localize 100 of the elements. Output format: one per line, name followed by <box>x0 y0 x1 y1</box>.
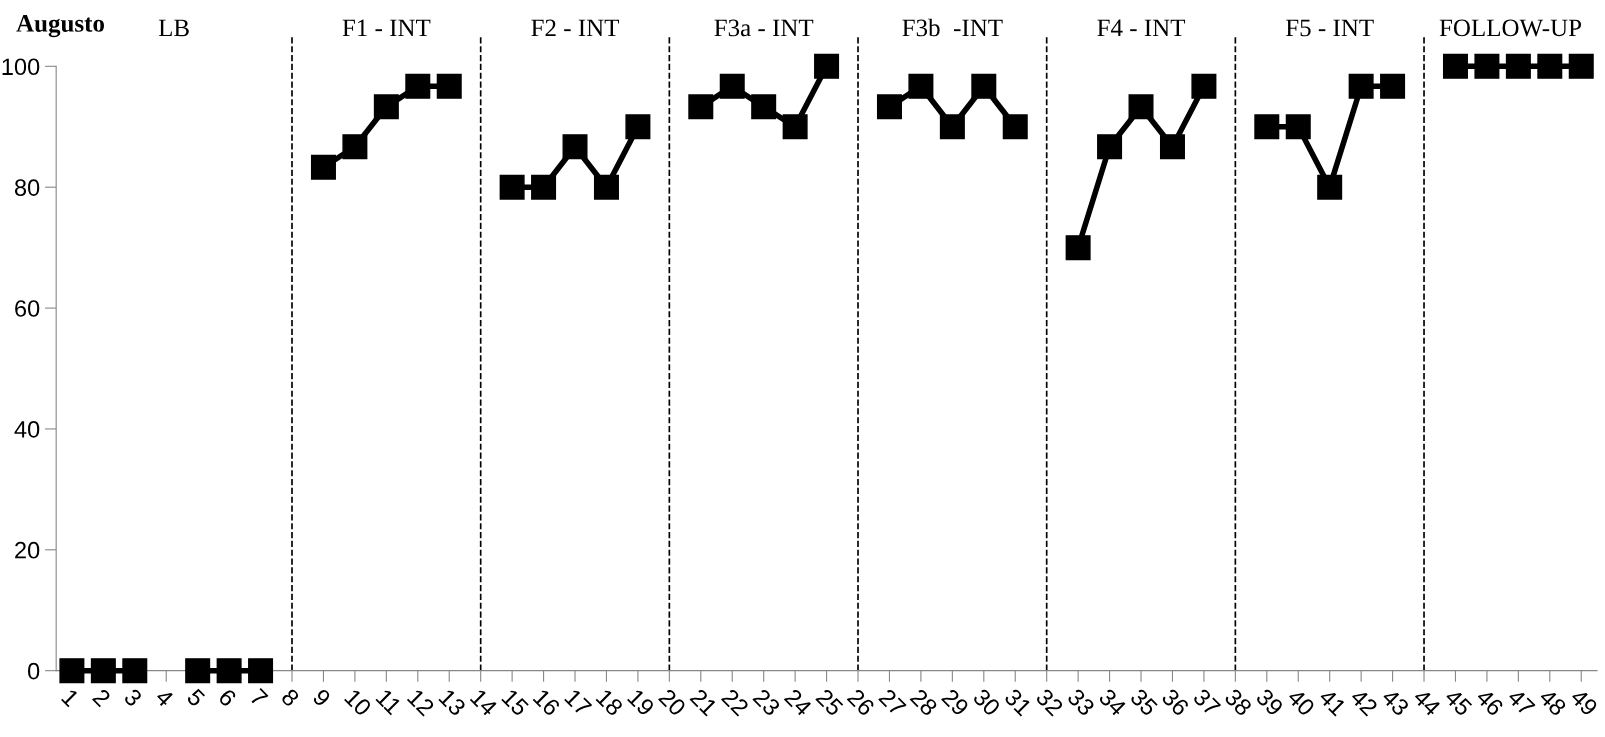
point <box>342 134 368 160</box>
point <box>59 658 85 684</box>
x-tick-label: 23 <box>752 687 782 717</box>
point <box>1348 73 1374 99</box>
point <box>1159 134 1185 160</box>
x-tick-label: 43 <box>1380 687 1410 717</box>
point <box>1474 53 1500 79</box>
point <box>1097 134 1123 160</box>
x-tick-label: 1 <box>61 688 80 708</box>
x-tick-label: 42 <box>1349 687 1379 717</box>
x-tick-label: 15 <box>501 688 530 717</box>
point <box>1002 114 1028 140</box>
point <box>688 94 714 120</box>
x-tick-label: 27 <box>878 687 907 717</box>
x-tick-label: 12 <box>406 688 436 717</box>
x-tick-label: 36 <box>1160 687 1190 717</box>
x-tick-label: 30 <box>972 687 1002 717</box>
x-tick-label: 20 <box>657 687 687 717</box>
point <box>625 114 651 140</box>
point <box>1380 73 1406 99</box>
text: F4 - INT <box>1097 19 1186 37</box>
text: LB <box>158 19 189 37</box>
x-tick-label: 7 <box>249 688 269 708</box>
x-tick-label: 31 <box>1003 687 1033 717</box>
x-tick-label: 2 <box>92 687 112 708</box>
point <box>814 53 840 79</box>
point <box>971 73 997 99</box>
text: F2 - INT <box>531 19 620 37</box>
point <box>1285 114 1311 140</box>
point <box>1537 53 1563 79</box>
point <box>719 73 745 99</box>
point <box>90 658 116 684</box>
x-tick-label: 40 <box>1286 687 1316 717</box>
point <box>1442 53 1468 79</box>
x-tick-label: 8 <box>280 687 301 708</box>
point <box>562 134 588 160</box>
y-tick-label: 60 <box>15 300 40 317</box>
x-tick-label: 44 <box>1412 687 1442 717</box>
point <box>1128 94 1154 120</box>
x-tick-label: 21 <box>689 687 719 717</box>
x-tick-label: 19 <box>626 688 656 717</box>
x-tick-label: 45 <box>1443 687 1473 717</box>
text: F3a - INT <box>714 19 814 37</box>
x-tick-label: 26 <box>846 687 876 717</box>
point <box>751 94 777 120</box>
point <box>876 94 902 120</box>
x-tick-label: 13 <box>438 688 467 717</box>
chart-title: Augusto <box>16 15 105 38</box>
x-tick-label: 46 <box>1475 687 1505 717</box>
text: FOLLOW-UP <box>1439 19 1582 37</box>
x-tick-label: 48 <box>1537 687 1568 717</box>
x-tick-label: 34 <box>1097 687 1128 717</box>
y-tick-label: 100 <box>2 58 40 76</box>
x-tick-label: 33 <box>1066 687 1096 717</box>
point <box>1568 53 1594 79</box>
x-tick-label: 4 <box>154 687 175 708</box>
point <box>436 73 462 99</box>
point <box>1254 114 1280 140</box>
point <box>216 658 242 684</box>
x-tick-label: 9 <box>311 687 332 708</box>
point <box>1191 73 1217 99</box>
x-tick-label: 37 <box>1192 687 1222 717</box>
x-tick-label: 5 <box>186 687 206 708</box>
point <box>185 658 211 684</box>
x-tick-label: 28 <box>909 687 939 717</box>
x-tick-label: 3 <box>123 687 143 708</box>
point <box>1317 174 1343 200</box>
y-tick-label: 0 <box>28 662 40 680</box>
x-tick-label: 29 <box>940 687 970 717</box>
x-tick-label: 47 <box>1506 687 1536 717</box>
x-tick-label: 14 <box>469 688 499 717</box>
x-tick-label: 24 <box>783 687 813 717</box>
y-tick-label: 40 <box>14 421 40 438</box>
point <box>499 174 525 200</box>
point <box>122 658 148 684</box>
x-tick-label: 16 <box>532 688 561 717</box>
text: F5 - INT <box>1285 19 1374 37</box>
point <box>908 73 934 99</box>
text: F3b -INT <box>902 18 1003 37</box>
point <box>1505 53 1531 79</box>
x-tick-label: 32 <box>1035 687 1064 717</box>
x-tick-label: 25 <box>815 687 844 717</box>
x-tick-label: 49 <box>1569 687 1599 717</box>
x-tick-label: 18 <box>595 688 624 717</box>
x-tick-label: 6 <box>217 687 238 708</box>
y-tick-label: 20 <box>15 541 40 559</box>
point <box>310 154 336 180</box>
x-tick-label: 41 <box>1317 687 1347 717</box>
x-tick-label: 39 <box>1255 687 1285 717</box>
point <box>373 94 399 120</box>
text: F1 - INT <box>342 19 431 37</box>
point <box>405 73 431 99</box>
y-tick-label: 80 <box>14 179 40 196</box>
point <box>1065 235 1091 261</box>
x-tick-label: 22 <box>720 687 750 717</box>
point <box>531 174 557 200</box>
x-tick-label: 10 <box>343 688 373 717</box>
x-tick-label: 38 <box>1223 687 1253 717</box>
point <box>782 114 808 140</box>
point <box>248 658 274 684</box>
